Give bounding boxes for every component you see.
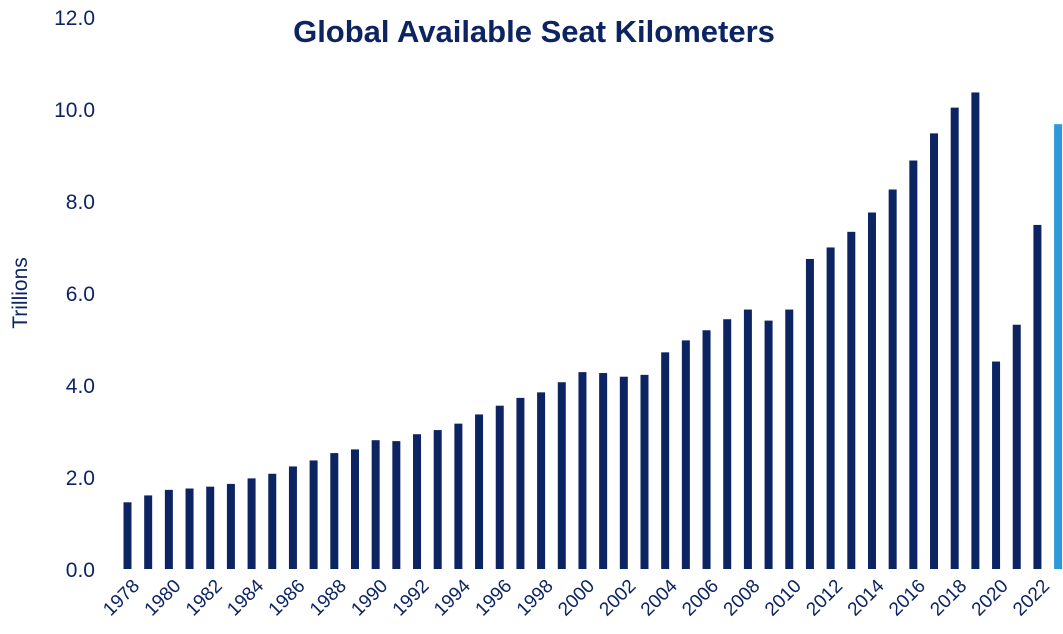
bar-2016 bbox=[909, 160, 918, 569]
x-tick-label: 1984 bbox=[223, 575, 268, 620]
x-tick-label: 1988 bbox=[306, 576, 351, 621]
bar-2004 bbox=[661, 352, 670, 569]
x-tick-label: 2010 bbox=[761, 576, 806, 621]
bar-2011 bbox=[805, 258, 814, 569]
bar-1982 bbox=[206, 486, 215, 569]
y-tick-label: 10.0 bbox=[54, 99, 95, 122]
x-axis-ticks: 1978198019821984198619881990199219941996… bbox=[99, 575, 1054, 620]
x-tick-label: 2014 bbox=[844, 575, 889, 620]
x-tick-label: 2018 bbox=[926, 576, 971, 621]
y-tick-label: 12.0 bbox=[54, 7, 95, 30]
x-tick-label: 1978 bbox=[99, 576, 144, 621]
bar-1983 bbox=[226, 483, 235, 569]
bar-2015 bbox=[888, 189, 897, 569]
bar-2014 bbox=[867, 212, 876, 569]
x-tick-label: 1992 bbox=[389, 576, 434, 621]
bar-1978 bbox=[123, 502, 132, 569]
x-tick-label: 2000 bbox=[554, 576, 599, 621]
bar-2021 bbox=[1012, 324, 1021, 569]
bar-2009 bbox=[764, 320, 773, 569]
x-tick-label: 1998 bbox=[513, 576, 558, 621]
bar-2013 bbox=[847, 231, 856, 569]
x-tick-label: 2016 bbox=[885, 576, 930, 621]
bar-1985 bbox=[268, 473, 277, 569]
bar-1990 bbox=[371, 440, 380, 569]
y-tick-label: 8.0 bbox=[66, 191, 95, 214]
bar-1981 bbox=[185, 488, 194, 569]
bar-1994 bbox=[454, 423, 463, 569]
bar-1984 bbox=[247, 478, 256, 569]
x-tick-label: 2008 bbox=[720, 576, 765, 621]
bar-1987 bbox=[309, 460, 318, 569]
bar-2001 bbox=[599, 373, 608, 569]
bar-2019 bbox=[971, 92, 980, 569]
x-tick-label: 1986 bbox=[265, 576, 310, 621]
bar-1980 bbox=[164, 489, 173, 569]
bar-2006 bbox=[702, 330, 711, 569]
bar-1979 bbox=[144, 495, 153, 569]
bar-2022 bbox=[1033, 224, 1042, 570]
bar-1996 bbox=[495, 405, 504, 569]
bar-1999 bbox=[557, 382, 566, 569]
y-axis-label: Trillions bbox=[9, 257, 32, 329]
x-tick-label: 2004 bbox=[637, 575, 682, 620]
bar-1997 bbox=[516, 397, 525, 569]
bar-2018 bbox=[950, 107, 959, 570]
bar-1995 bbox=[475, 414, 484, 569]
bar-1991 bbox=[392, 441, 401, 569]
bar-1986 bbox=[288, 466, 297, 569]
chart-title: Global Available Seat Kilometers bbox=[293, 14, 775, 49]
y-tick-label: 2.0 bbox=[66, 467, 95, 490]
y-axis-ticks: 0.0 2.0 4.0 6.0 8.0 10.0 12.0 bbox=[54, 7, 95, 582]
bar-2010 bbox=[785, 309, 794, 569]
bar-2017 bbox=[930, 133, 939, 569]
bar-1993 bbox=[433, 430, 442, 569]
x-tick-label: 2012 bbox=[802, 576, 847, 621]
bar-2008 bbox=[743, 309, 752, 569]
bar-2012 bbox=[826, 247, 835, 569]
bar-2005 bbox=[681, 340, 690, 569]
bar-1988 bbox=[330, 453, 339, 569]
y-tick-label: 6.0 bbox=[66, 283, 95, 306]
x-tick-label: 2020 bbox=[968, 576, 1013, 621]
bar-2003 bbox=[640, 374, 649, 569]
x-tick-label: 1982 bbox=[182, 576, 227, 621]
x-tick-label: 2002 bbox=[596, 576, 641, 621]
x-tick-label: 1994 bbox=[430, 575, 475, 620]
bar-2023 bbox=[1054, 124, 1063, 570]
bars bbox=[123, 92, 1063, 570]
x-tick-label: 2006 bbox=[678, 576, 723, 621]
x-tick-label: 2022 bbox=[1009, 576, 1054, 621]
bar-2007 bbox=[723, 319, 732, 569]
y-tick-label: 4.0 bbox=[66, 375, 95, 398]
bar-1989 bbox=[350, 449, 359, 569]
bar-2002 bbox=[619, 376, 628, 569]
x-tick-label: 1990 bbox=[347, 576, 392, 621]
bar-1992 bbox=[413, 434, 422, 569]
bar-2020 bbox=[992, 361, 1001, 569]
bar-2000 bbox=[578, 372, 587, 569]
y-tick-label: 0.0 bbox=[66, 559, 95, 582]
x-tick-label: 1980 bbox=[141, 576, 186, 621]
x-tick-label: 1996 bbox=[472, 576, 517, 621]
bar-1998 bbox=[537, 392, 546, 569]
